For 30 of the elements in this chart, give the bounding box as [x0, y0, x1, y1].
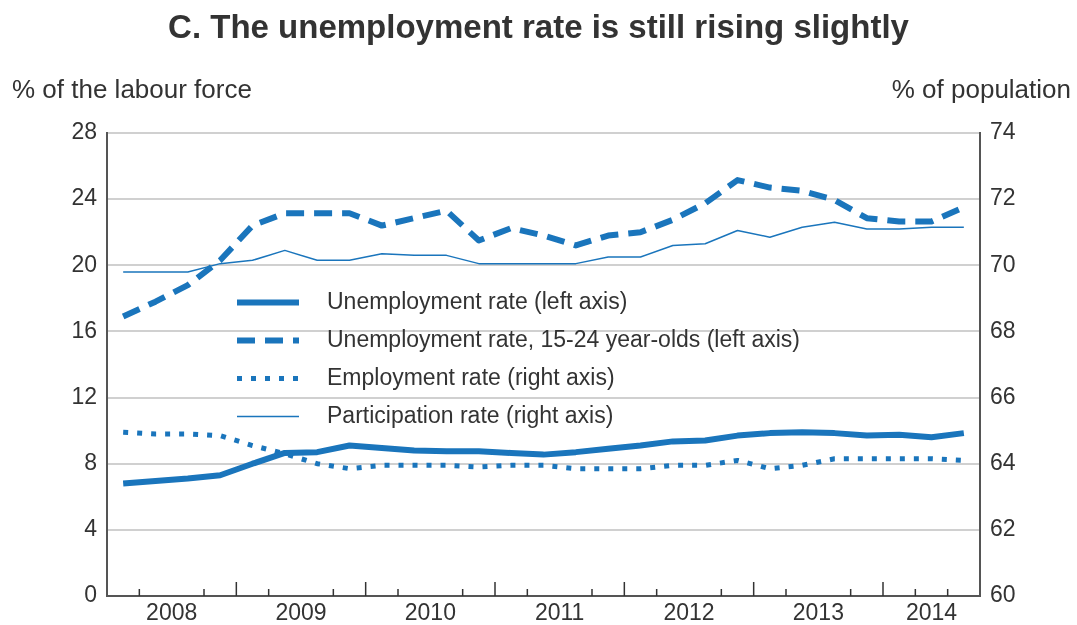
- y2-tick-label: 66: [990, 382, 1016, 409]
- legend-label: Employment rate (right axis): [327, 363, 615, 390]
- y-axis-title: % of the labour force: [12, 74, 252, 105]
- y-tick-label: 16: [71, 316, 97, 343]
- x-tick-label: 2012: [663, 599, 715, 625]
- y2-tick-label: 68: [990, 316, 1016, 343]
- y-tick-label: 24: [71, 184, 98, 211]
- y-tick-label: 12: [71, 382, 97, 409]
- legend-label: Unemployment rate (left axis): [327, 287, 628, 314]
- y2-tick-label: 70: [990, 250, 1016, 277]
- legend-label: Participation rate (right axis): [327, 401, 614, 428]
- y2-tick-label: 74: [990, 118, 1016, 145]
- x-tick-label: 2010: [404, 599, 456, 625]
- y2-axis-title: % of population: [891, 74, 1071, 105]
- x-tick-label: 2009: [275, 599, 327, 625]
- y2-tick-label: 62: [990, 515, 1016, 542]
- x-tick-label: 2008: [146, 599, 198, 625]
- y2-tick-label: 60: [990, 581, 1016, 608]
- legend-label: Unemployment rate, 15-24 year-olds (left axis): [327, 325, 800, 352]
- y2-tick-label: 64: [990, 449, 1016, 476]
- x-tick-label: 2014: [905, 599, 958, 625]
- x-tick-label: 2013: [792, 599, 844, 625]
- x-tick-label: 2011: [534, 599, 585, 625]
- y-tick-label: 28: [71, 118, 97, 145]
- y-tick-label: 20: [71, 250, 97, 277]
- y-tick-label: 8: [84, 449, 97, 476]
- y-tick-label: 4: [84, 515, 98, 542]
- chart-title: C. The unemployment rate is still rising slightly: [167, 8, 910, 46]
- y2-tick-label: 72: [990, 184, 1016, 211]
- y-tick-label: 0: [84, 581, 97, 608]
